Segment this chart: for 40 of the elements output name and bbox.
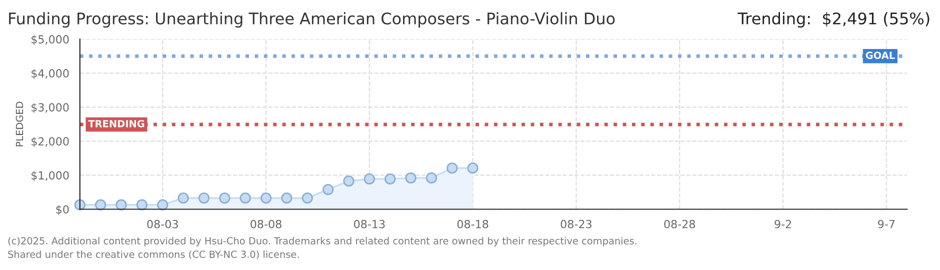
point [219, 192, 230, 204]
ref-line-label: GOAL [866, 52, 895, 59]
x-tick-label: 08-03 [147, 220, 178, 228]
point [364, 173, 375, 185]
point [467, 162, 478, 174]
point [95, 199, 106, 210]
point [384, 173, 396, 185]
text: Shared under the creative commons (CC BY-NC 3.0) license. [8, 250, 299, 260]
text: (c)2025. Additional content provided by Hsu-Cho Duo. Trademarks and related content are owned by their respective companies. [8, 236, 636, 246]
x-tick-label: 08-23 [560, 220, 592, 228]
point [281, 192, 292, 204]
point [426, 172, 438, 184]
x-tick-label: 9-7 [878, 220, 895, 228]
point [116, 199, 127, 210]
y-tick-label: $3,000 [32, 102, 69, 114]
point [302, 192, 313, 204]
chart-title: Funding Progress: Unearthing Three American Composers - Piano-Violin Duo [9, 12, 615, 28]
y-tick-label: $5,000 [32, 34, 69, 46]
x-tick-label: 08-18 [457, 220, 488, 228]
point [260, 192, 272, 204]
x-tick-label: 08-08 [250, 220, 282, 228]
y-tick-label: $0 [56, 205, 69, 216]
point [178, 192, 189, 204]
point [405, 172, 416, 184]
y-tick-label: $2,000 [32, 136, 69, 148]
point [343, 175, 354, 187]
x-tick-label: 9-2 [774, 220, 791, 228]
y-axis-title: PLEDGED [16, 102, 24, 146]
point [136, 199, 148, 210]
point [322, 184, 334, 196]
y-tick-label: $4,000 [32, 68, 69, 80]
chart-subtitle: Trending: $2,491 (55%) [738, 12, 930, 28]
y-tick-label: $1,000 [32, 171, 69, 182]
ref-line-label: TRENDING [88, 120, 144, 128]
point [198, 192, 210, 204]
point [240, 192, 251, 204]
x-tick-label: 08-28 [664, 220, 696, 228]
x-tick-label: 08-13 [354, 220, 385, 228]
point [157, 199, 168, 210]
point [446, 162, 458, 174]
